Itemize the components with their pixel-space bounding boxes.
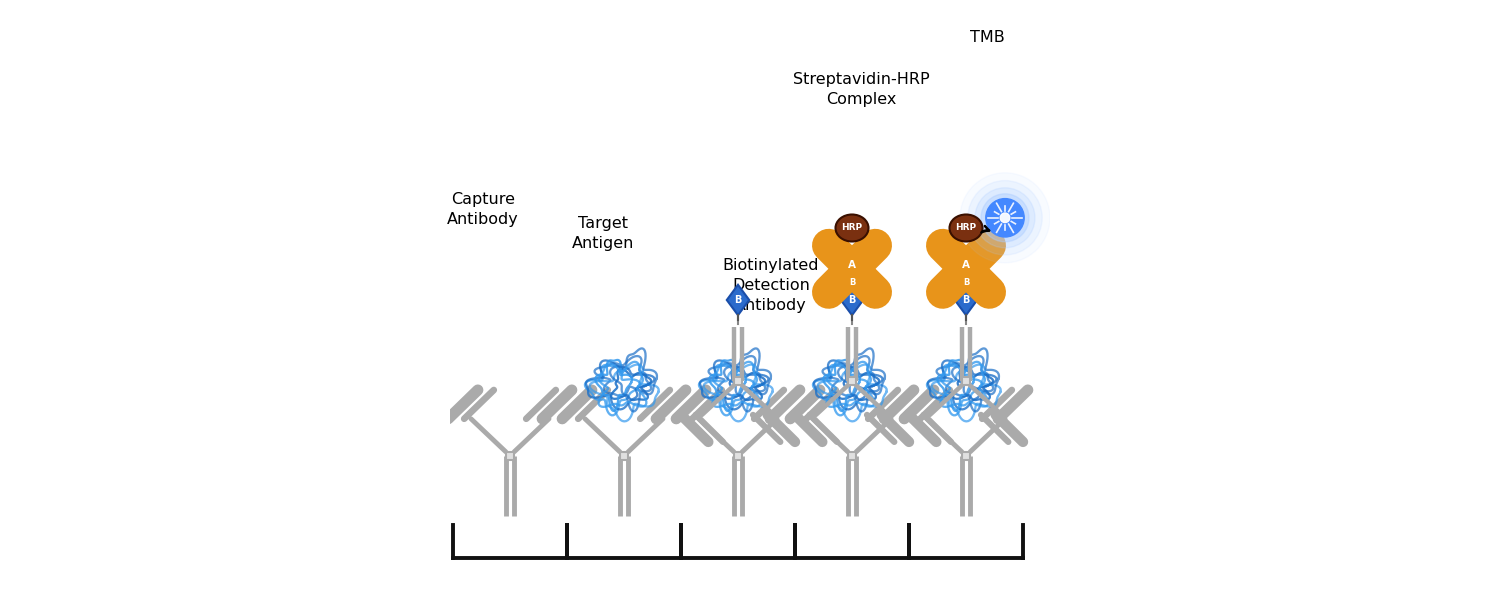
- Ellipse shape: [950, 214, 982, 241]
- Circle shape: [981, 194, 1029, 242]
- Text: B: B: [963, 278, 969, 287]
- FancyBboxPatch shape: [620, 452, 628, 460]
- Text: B: B: [735, 295, 741, 305]
- FancyBboxPatch shape: [962, 452, 970, 460]
- FancyBboxPatch shape: [962, 377, 970, 385]
- Text: A: A: [847, 260, 856, 270]
- Circle shape: [1000, 213, 1010, 223]
- FancyBboxPatch shape: [734, 377, 742, 385]
- Text: A: A: [962, 260, 970, 270]
- Text: HRP: HRP: [842, 223, 862, 232]
- FancyBboxPatch shape: [847, 452, 856, 460]
- Circle shape: [951, 254, 981, 284]
- FancyBboxPatch shape: [734, 452, 742, 460]
- Circle shape: [975, 188, 1035, 248]
- Text: HRP: HRP: [956, 223, 976, 232]
- Text: TMB: TMB: [969, 30, 1005, 45]
- Circle shape: [837, 254, 867, 284]
- Circle shape: [968, 181, 1042, 255]
- Polygon shape: [728, 285, 748, 315]
- Ellipse shape: [836, 214, 868, 241]
- Text: Capture
Antibody: Capture Antibody: [447, 192, 519, 227]
- Circle shape: [986, 199, 1024, 237]
- FancyBboxPatch shape: [847, 377, 856, 385]
- Text: B: B: [849, 278, 855, 287]
- Text: Streptavidin-HRP
Complex: Streptavidin-HRP Complex: [792, 72, 930, 107]
- Polygon shape: [956, 285, 976, 315]
- Text: Biotinylated
Detection
Antibody: Biotinylated Detection Antibody: [723, 258, 819, 313]
- Text: B: B: [849, 295, 855, 305]
- Circle shape: [960, 173, 1050, 263]
- FancyBboxPatch shape: [506, 452, 515, 460]
- Polygon shape: [842, 285, 862, 315]
- Text: B: B: [963, 295, 969, 305]
- Text: Target
Antigen: Target Antigen: [572, 216, 634, 251]
